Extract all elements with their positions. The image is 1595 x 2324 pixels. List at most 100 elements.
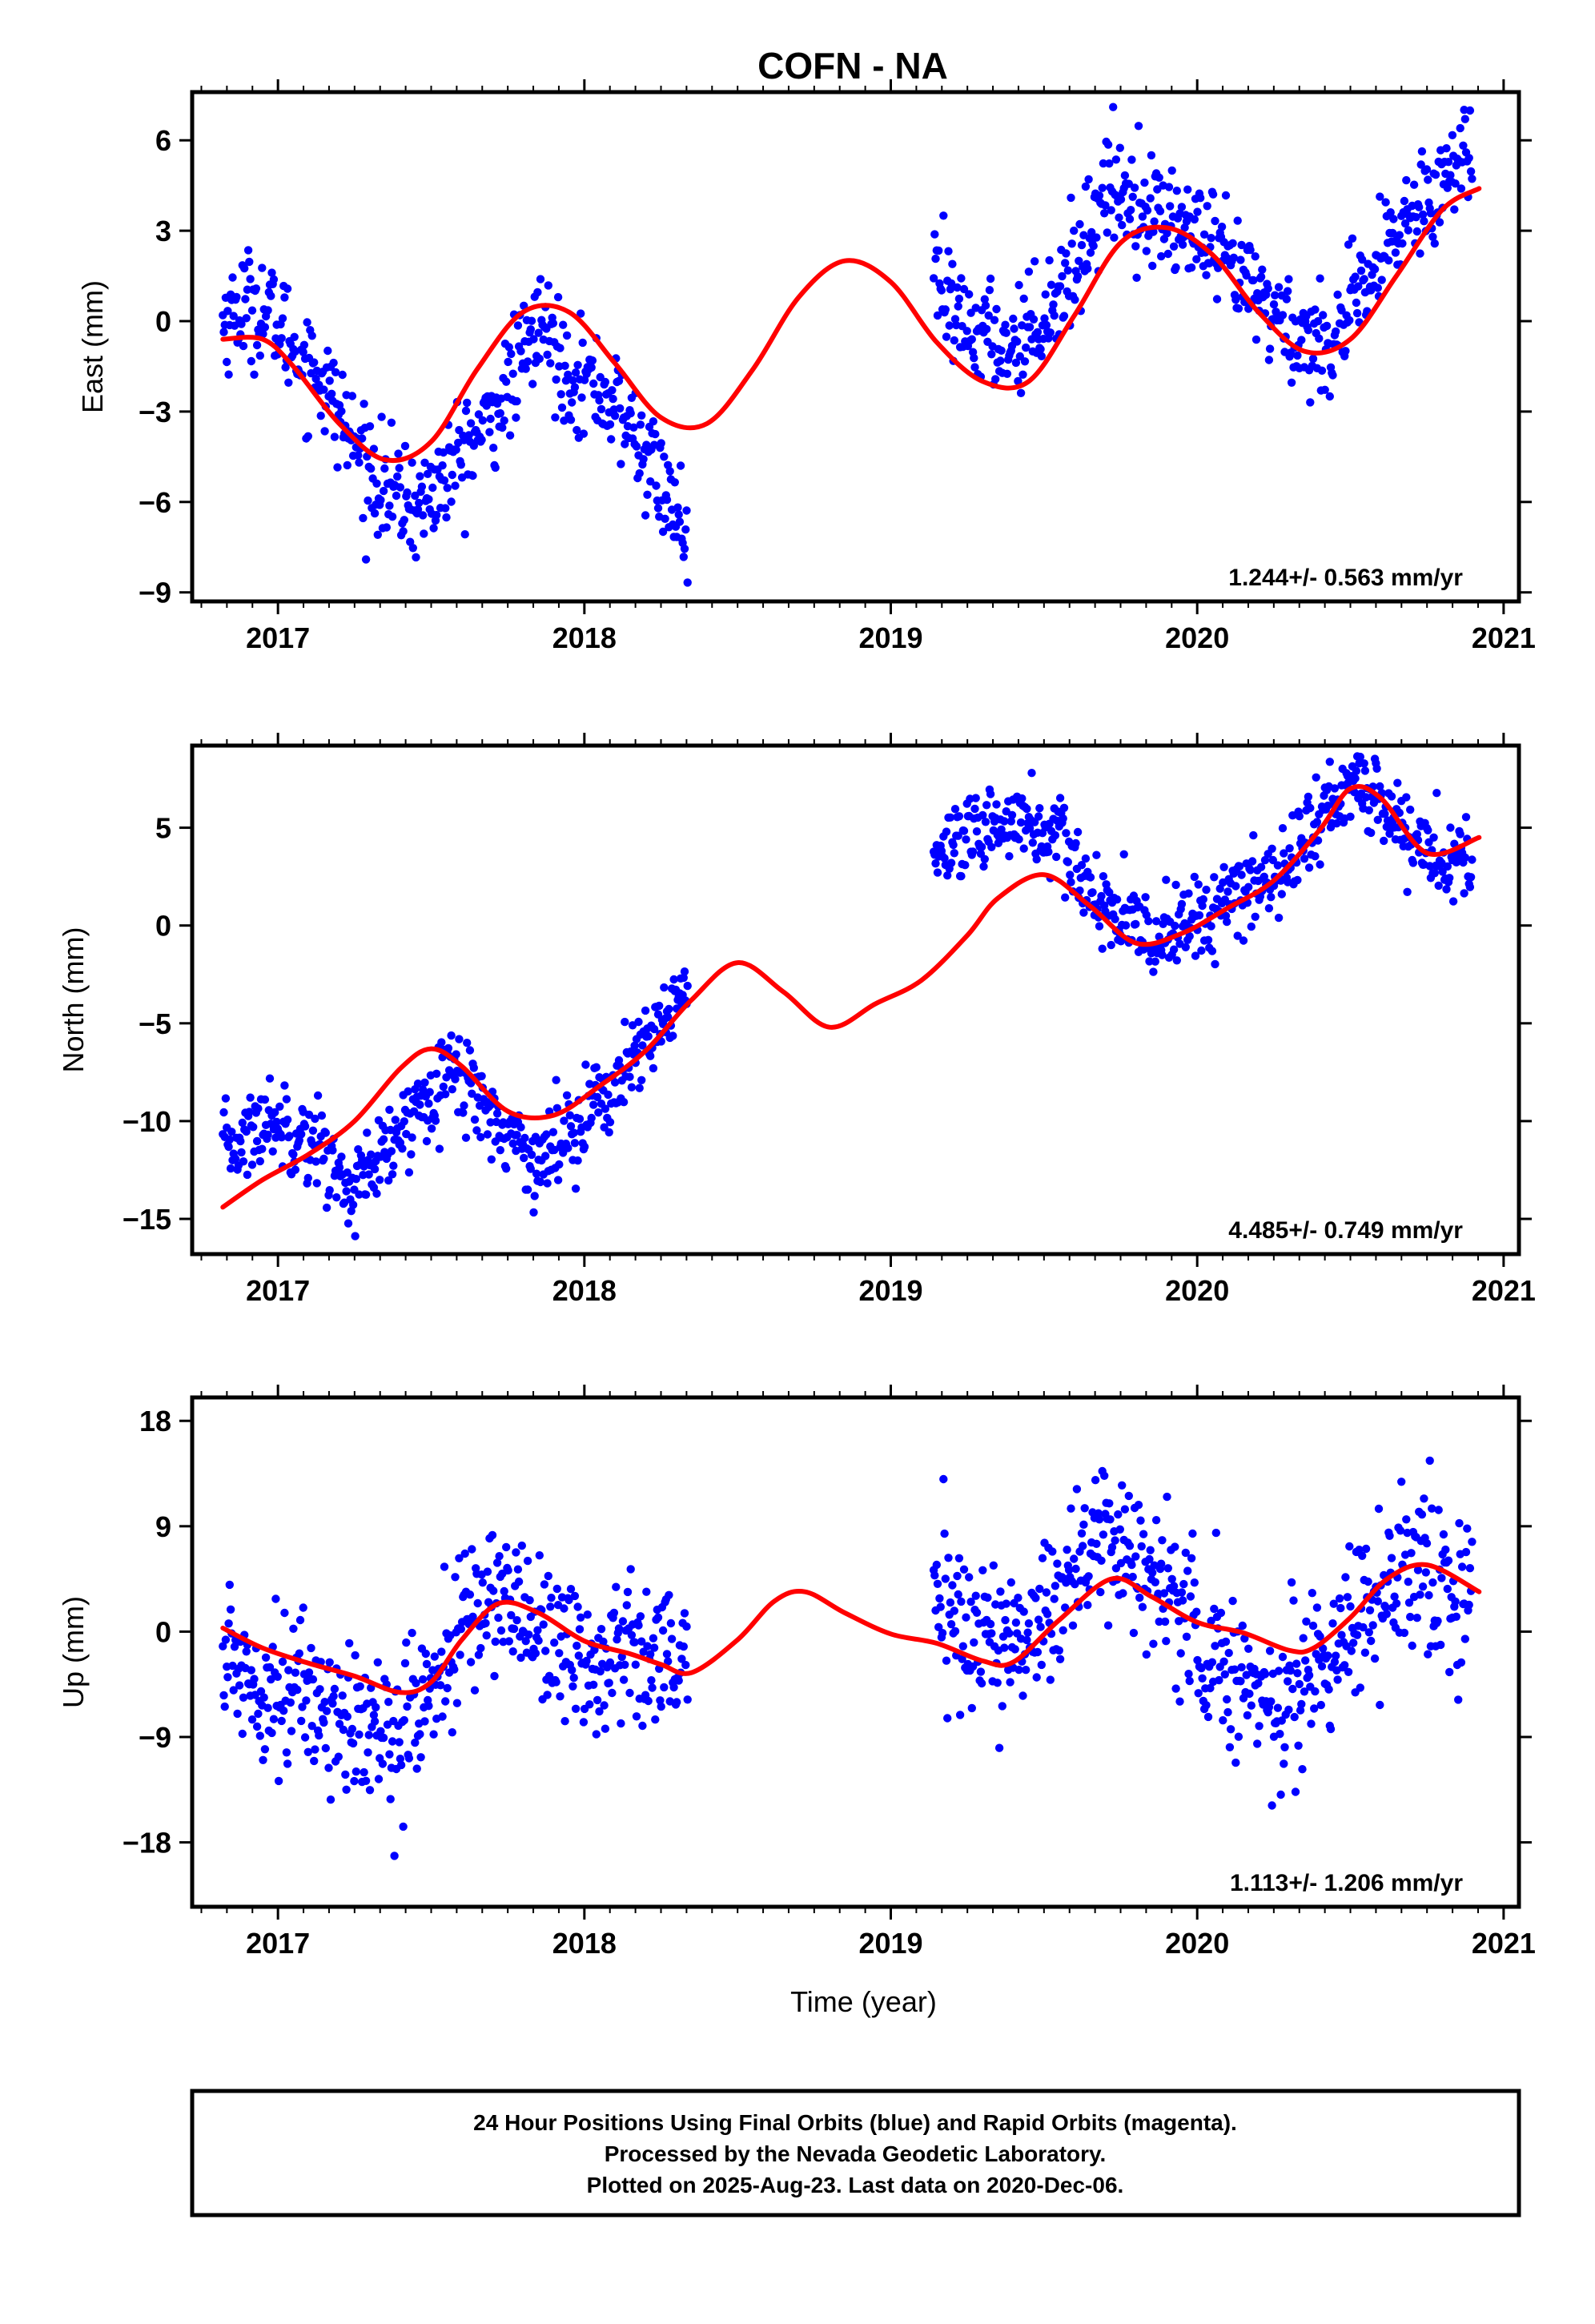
data-point — [1265, 344, 1275, 353]
data-point — [1186, 1592, 1195, 1601]
data-point — [1013, 337, 1022, 346]
data-point — [935, 1594, 944, 1603]
data-point — [1346, 1602, 1355, 1611]
data-point — [470, 1115, 480, 1124]
data-point — [1180, 223, 1189, 232]
data-point — [938, 1629, 947, 1638]
data-point — [987, 842, 996, 852]
data-point — [1023, 1628, 1032, 1637]
data-point — [1293, 1669, 1302, 1678]
data-point — [647, 1676, 656, 1685]
data-point — [991, 375, 1000, 384]
data-point — [1332, 1651, 1340, 1660]
data-point — [669, 1683, 678, 1692]
data-point — [483, 1567, 492, 1576]
data-point — [350, 1776, 359, 1786]
data-point — [1444, 1556, 1453, 1565]
data-point — [343, 1168, 352, 1177]
data-point — [1381, 1603, 1390, 1612]
data-point — [536, 1177, 545, 1187]
data-point — [233, 1709, 242, 1719]
data-point — [496, 1146, 504, 1155]
data-point — [1364, 1577, 1372, 1586]
data-point — [1404, 226, 1413, 235]
data-point — [1360, 275, 1368, 283]
data-point — [1027, 769, 1036, 778]
data-point — [565, 1111, 574, 1120]
data-point — [280, 1081, 289, 1090]
data-point — [1010, 324, 1018, 333]
data-point — [1344, 1667, 1353, 1676]
data-point — [527, 1150, 536, 1160]
data-point — [302, 1696, 311, 1705]
data-point — [1149, 1639, 1158, 1648]
data-point — [1358, 1551, 1367, 1561]
data-point — [403, 1702, 412, 1711]
data-point — [933, 311, 942, 320]
data-point — [411, 491, 420, 501]
data-point — [970, 804, 979, 814]
data-point — [1192, 255, 1201, 263]
data-point — [1317, 366, 1327, 375]
data-point — [1107, 206, 1115, 215]
data-point — [1098, 944, 1107, 953]
data-point — [448, 470, 456, 480]
data-point — [982, 324, 991, 334]
data-point — [1130, 183, 1139, 192]
data-point — [574, 1651, 583, 1660]
data-point — [380, 464, 389, 473]
data-point — [365, 1786, 375, 1795]
data-point — [1352, 766, 1361, 775]
data-point — [1330, 784, 1340, 793]
data-point — [344, 1219, 353, 1228]
data-point — [1219, 1716, 1227, 1725]
data-point — [622, 1601, 631, 1610]
data-point — [1464, 154, 1473, 163]
data-point — [1306, 398, 1315, 407]
data-point — [1187, 263, 1196, 272]
data-point — [978, 810, 987, 820]
data-point — [379, 1733, 388, 1743]
data-point — [1392, 1599, 1401, 1608]
data-point — [571, 368, 581, 377]
data-point — [1118, 220, 1127, 230]
data-point — [1381, 198, 1390, 207]
data-point — [1011, 1618, 1021, 1627]
data-point — [589, 379, 598, 388]
data-point — [1032, 1673, 1041, 1682]
data-point — [508, 369, 517, 378]
data-point — [1195, 911, 1204, 920]
data-point — [424, 1702, 433, 1711]
x-tick-label: 2020 — [1165, 621, 1229, 654]
data-point — [1111, 1536, 1119, 1545]
data-point — [1304, 1671, 1314, 1680]
data-point — [568, 398, 577, 407]
data-point — [1138, 1602, 1147, 1611]
data-point — [1384, 256, 1393, 265]
data-point — [612, 1582, 621, 1591]
data-point — [1059, 803, 1069, 812]
data-point — [1109, 103, 1118, 111]
data-point — [526, 1164, 535, 1173]
data-point — [491, 1637, 500, 1647]
data-point — [512, 1131, 521, 1140]
data-point — [239, 1157, 248, 1166]
data-point — [330, 1684, 339, 1694]
data-point — [1097, 891, 1106, 901]
data-point — [513, 1565, 523, 1574]
data-point — [384, 1176, 393, 1185]
data-point — [247, 1160, 257, 1169]
data-point — [1178, 240, 1187, 249]
data-point — [505, 431, 515, 440]
data-point — [1455, 1518, 1464, 1528]
data-point — [1311, 852, 1320, 861]
data-point — [617, 1652, 626, 1662]
data-point — [455, 1035, 464, 1043]
data-point — [450, 1665, 459, 1674]
data-point — [1125, 1542, 1135, 1550]
data-point — [1297, 1699, 1306, 1709]
data-point — [225, 1135, 234, 1144]
data-point — [1280, 849, 1288, 858]
data-point — [556, 344, 564, 352]
data-point — [1293, 875, 1302, 885]
